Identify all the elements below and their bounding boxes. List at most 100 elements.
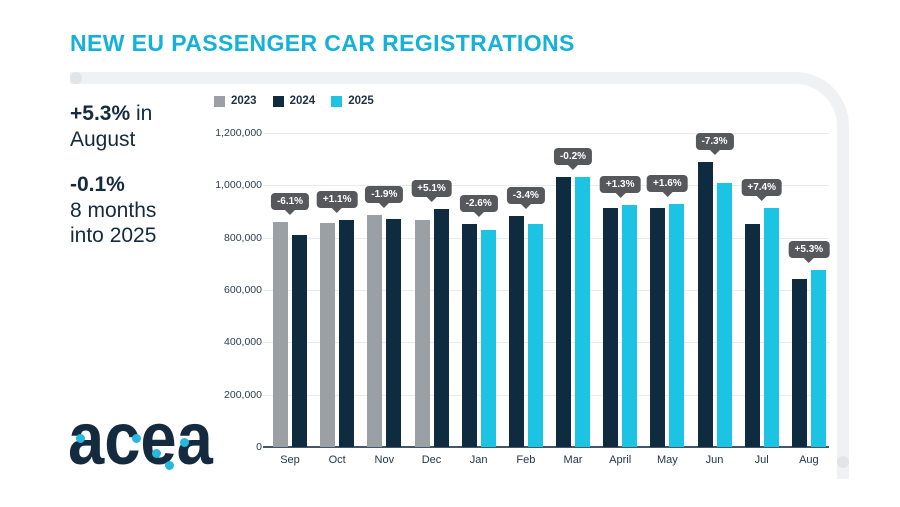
- bar-2023-dec: [414, 220, 430, 447]
- bar-2024-jan: [461, 224, 477, 447]
- x-tick-label-jul: Jul: [754, 454, 769, 466]
- bar-group-mar: -0.2%: [553, 133, 593, 447]
- change-label-nov: -1.9%: [365, 186, 404, 204]
- change-label-may: +1.6%: [647, 175, 688, 193]
- legend-swatch-2025: [331, 95, 343, 107]
- legend-item-2023: 2023: [214, 95, 257, 107]
- bar-group-aug: +5.3%: [788, 133, 830, 447]
- x-tick-label-oct: Oct: [328, 454, 346, 466]
- bar-2023-sep: [273, 221, 288, 447]
- change-label-jun: -7.3%: [695, 132, 734, 150]
- bar-group-sep: -6.1%: [270, 133, 310, 447]
- frame-endcap-dot: [70, 72, 82, 84]
- bar-2025-aug: [810, 269, 826, 447]
- stat-ytd: -0.1% 8 months into 2025: [70, 172, 230, 249]
- y-tick-label: 1,000,000: [215, 179, 262, 192]
- gridline: [263, 342, 829, 344]
- plot-area: -6.1% Sep +1.1% Oct -1.9% Nov +5.1% Dec -2.6% Jan…: [263, 132, 830, 466]
- gridline: [263, 290, 829, 291]
- change-label-oct: +1.1%: [316, 191, 358, 209]
- stat-ytd-value: -0.1%: [70, 173, 125, 197]
- x-tick-label-dec: Dec: [421, 454, 442, 466]
- bar-group-may: +1.6%: [647, 133, 688, 447]
- x-tick-label-jun: Jun: [705, 454, 724, 466]
- bar-2025-jan: [480, 229, 496, 447]
- bar-group-april: +1.3%: [599, 133, 641, 447]
- bar-2024-sep: [292, 235, 307, 447]
- bar-group-jun: -7.3%: [695, 132, 734, 447]
- change-label-dec: +5.1%: [411, 179, 452, 197]
- bar-2024-jun: [697, 161, 713, 447]
- change-label-aug: +5.3%: [788, 240, 830, 258]
- summary-stats: +5.3% in August -0.1% 8 months into 2025: [70, 101, 230, 269]
- y-tick-label: 0: [256, 441, 262, 453]
- bar-group-feb: -3.4%: [506, 133, 545, 447]
- y-tick-label: 800,000: [224, 231, 262, 244]
- stat-august-line2: August: [70, 127, 136, 151]
- gridline: [263, 394, 829, 396]
- bar-2024-aug: [791, 278, 807, 447]
- bar-2024-jul: [744, 224, 760, 447]
- legend-label: 2024: [289, 95, 316, 107]
- x-tick-label-mar: Mar: [563, 454, 583, 466]
- acea-logo: acea: [68, 402, 228, 482]
- y-tick-label: 400,000: [224, 336, 262, 349]
- bar-group-oct: +1.1%: [316, 133, 358, 447]
- bar-2024-feb: [508, 215, 524, 447]
- logo-accent-dot: [152, 449, 161, 458]
- bar-2023-oct: [320, 223, 336, 447]
- bar-2024-mar: [556, 176, 572, 447]
- change-label-april: +1.3%: [599, 175, 641, 193]
- bar-group-jan: -2.6%: [459, 133, 498, 447]
- bar-2024-oct: [339, 220, 355, 447]
- bar-2024-may: [650, 208, 666, 447]
- y-tick-label: 600,000: [224, 284, 262, 296]
- bar-2025-feb: [527, 223, 543, 447]
- bar-2023-nov: [367, 215, 383, 447]
- change-label-feb: -3.4%: [506, 186, 545, 204]
- chart-legend: 2023 2024 2025: [214, 95, 374, 107]
- x-tick-label-jan: Jan: [469, 454, 488, 466]
- stat-august: +5.3% in August: [70, 101, 230, 152]
- legend-label: 2025: [348, 95, 374, 107]
- bar-2025-jul: [763, 207, 779, 447]
- bar-2025-april: [622, 204, 638, 447]
- gridline: [263, 133, 829, 134]
- change-label-jan: -2.6%: [459, 195, 498, 213]
- y-tick-label: 1,200,000: [215, 127, 262, 139]
- legend-item-2025: 2025: [331, 95, 374, 107]
- x-tick-label-sep: Sep: [280, 454, 300, 466]
- x-tick-label-feb: Feb: [516, 454, 536, 466]
- page-title: NEW EU PASSENGER CAR REGISTRATIONS: [70, 30, 575, 56]
- x-axis-line: [263, 446, 829, 448]
- bar-group-dec: +5.1%: [411, 133, 452, 447]
- change-label-sep: -6.1%: [270, 192, 310, 210]
- legend-swatch-2024: [272, 95, 284, 107]
- x-tick-label-aug: Aug: [799, 454, 819, 466]
- x-tick-label-nov: Nov: [374, 454, 395, 466]
- bar-2024-april: [603, 207, 619, 447]
- legend-swatch-2023: [214, 95, 225, 107]
- legend-item-2024: 2024: [272, 95, 316, 107]
- stat-august-value: +5.3%: [70, 102, 131, 125]
- gridline: [263, 237, 829, 239]
- change-label-mar: -0.2%: [553, 147, 593, 165]
- bar-2025-jun: [716, 182, 732, 447]
- logo-accent-dot: [132, 434, 141, 443]
- gridline: [263, 185, 829, 187]
- legend-label: 2023: [231, 95, 257, 107]
- bar-2025-mar: [575, 177, 591, 447]
- logo-accent-dot: [165, 461, 174, 470]
- bar-2025-may: [669, 204, 685, 447]
- bar-group-nov: -1.9%: [365, 133, 404, 447]
- bar-2024-dec: [433, 208, 449, 447]
- y-tick-label: 200,000: [224, 388, 262, 401]
- x-tick-label-april: April: [609, 454, 632, 466]
- stat-august-suffix: in: [130, 102, 153, 125]
- x-tick-label-may: May: [656, 454, 678, 466]
- bar-2024-nov: [386, 219, 402, 447]
- stat-ytd-line3: into 2025: [70, 224, 157, 248]
- stat-ytd-line2: 8 months: [70, 198, 157, 222]
- bar-group-jul: +7.4%: [741, 133, 783, 447]
